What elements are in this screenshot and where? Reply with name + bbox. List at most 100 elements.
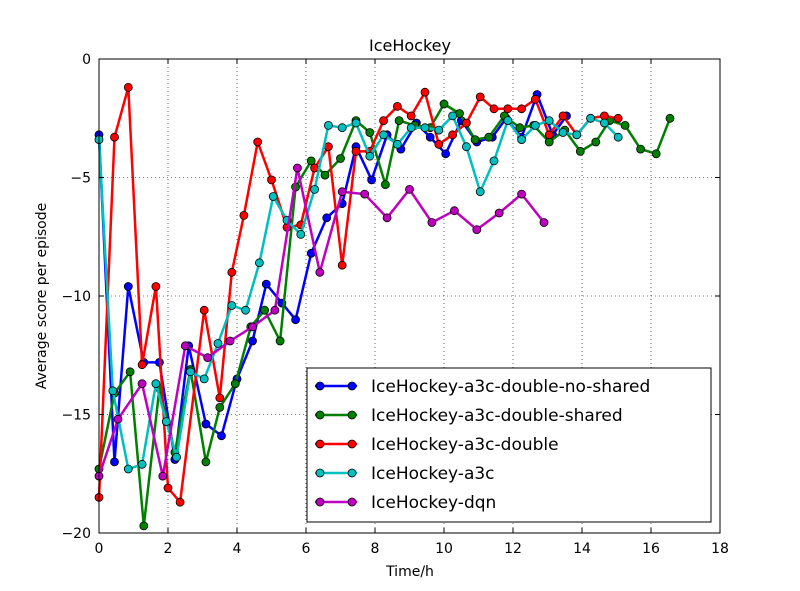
data-point <box>239 210 249 220</box>
x-tick-label: 10 <box>435 541 453 557</box>
series-5 <box>94 163 549 481</box>
data-point <box>137 379 147 389</box>
data-point <box>323 121 333 130</box>
data-point <box>227 267 237 277</box>
x-tick-label: 6 <box>302 541 311 557</box>
data-point <box>270 305 280 315</box>
data-point <box>544 116 554 125</box>
legend-item: IceHockey-a3c-double-shared <box>315 406 623 426</box>
data-point <box>392 102 402 111</box>
data-point <box>517 135 526 145</box>
data-point <box>260 305 270 315</box>
data-point <box>379 116 389 125</box>
legend-marker <box>347 410 357 420</box>
legend-item: IceHockey-dqn <box>315 493 496 513</box>
legend-item: IceHockey-a3c-double-no-shared <box>315 377 650 397</box>
x-tick-label: 0 <box>95 541 104 557</box>
data-point <box>636 144 645 154</box>
data-point <box>337 123 347 133</box>
data-point <box>461 118 471 128</box>
x-tick-label: 18 <box>711 541 729 557</box>
y-tick-label: −20 <box>61 526 91 542</box>
data-point <box>175 497 185 507</box>
data-point <box>227 301 237 310</box>
data-point <box>351 146 361 156</box>
data-point <box>199 305 209 315</box>
data-point <box>503 116 513 125</box>
data-point <box>365 128 375 137</box>
data-point <box>394 116 404 125</box>
data-point <box>337 260 347 270</box>
y-tick-label: −15 <box>61 408 91 424</box>
data-point <box>225 336 235 346</box>
data-point <box>151 282 161 291</box>
data-point <box>158 471 168 481</box>
data-point <box>620 121 630 130</box>
data-point <box>110 457 119 467</box>
y-tick-label: −5 <box>70 171 91 187</box>
data-point <box>248 322 257 332</box>
data-point <box>420 87 430 97</box>
data-point <box>213 338 223 348</box>
x-tick-label: 2 <box>164 541 173 557</box>
data-point <box>439 99 449 109</box>
data-point <box>472 225 482 235</box>
data-point <box>315 267 325 277</box>
data-point <box>296 229 306 239</box>
data-point <box>306 156 316 166</box>
data-point <box>484 132 494 142</box>
legend-label: IceHockey-a3c-double-no-shared <box>371 377 650 397</box>
data-point <box>531 121 540 130</box>
data-point <box>215 393 225 403</box>
data-point <box>517 104 526 114</box>
data-point <box>558 128 568 137</box>
data-point <box>531 94 540 104</box>
data-point <box>110 132 119 142</box>
data-point <box>425 132 435 142</box>
data-point <box>203 353 213 363</box>
data-point <box>267 175 276 185</box>
data-point <box>137 360 147 370</box>
data-point <box>406 123 416 133</box>
data-point <box>322 213 332 223</box>
data-point <box>544 130 554 140</box>
data-point <box>108 386 118 396</box>
data-point <box>613 132 623 142</box>
data-point <box>420 123 430 133</box>
data-point <box>434 125 444 135</box>
legend-marker <box>315 468 325 478</box>
data-point <box>123 282 133 291</box>
data-point <box>291 315 301 325</box>
data-point <box>489 156 499 166</box>
data-point <box>405 184 414 194</box>
legend: IceHockey-a3c-double-no-shared IceHockey-… <box>306 367 712 523</box>
x-tick-label: 8 <box>371 541 380 557</box>
legend-item: IceHockey-a3c-double <box>315 435 559 455</box>
data-point <box>253 137 263 147</box>
data-point <box>449 206 459 216</box>
data-point <box>591 137 601 147</box>
data-point <box>275 336 285 346</box>
legend-box <box>306 367 712 523</box>
x-tick-label: 14 <box>573 541 591 557</box>
data-point <box>503 104 513 114</box>
data-point <box>448 111 458 121</box>
legend-marker <box>347 497 357 507</box>
data-point <box>163 483 173 493</box>
data-point <box>123 83 133 92</box>
data-point <box>427 218 437 227</box>
data-point <box>365 151 375 161</box>
data-point <box>517 189 526 199</box>
data-point <box>475 92 485 102</box>
data-point <box>199 374 209 384</box>
data-point <box>613 113 623 123</box>
data-point <box>151 379 161 389</box>
data-point <box>139 521 149 531</box>
legend-marker <box>347 381 357 391</box>
y-tick-label: −10 <box>61 289 91 305</box>
data-point <box>367 175 377 185</box>
data-point <box>586 113 595 123</box>
data-point <box>320 170 330 180</box>
data-point <box>215 402 225 412</box>
y-tick-label: 0 <box>82 52 91 68</box>
